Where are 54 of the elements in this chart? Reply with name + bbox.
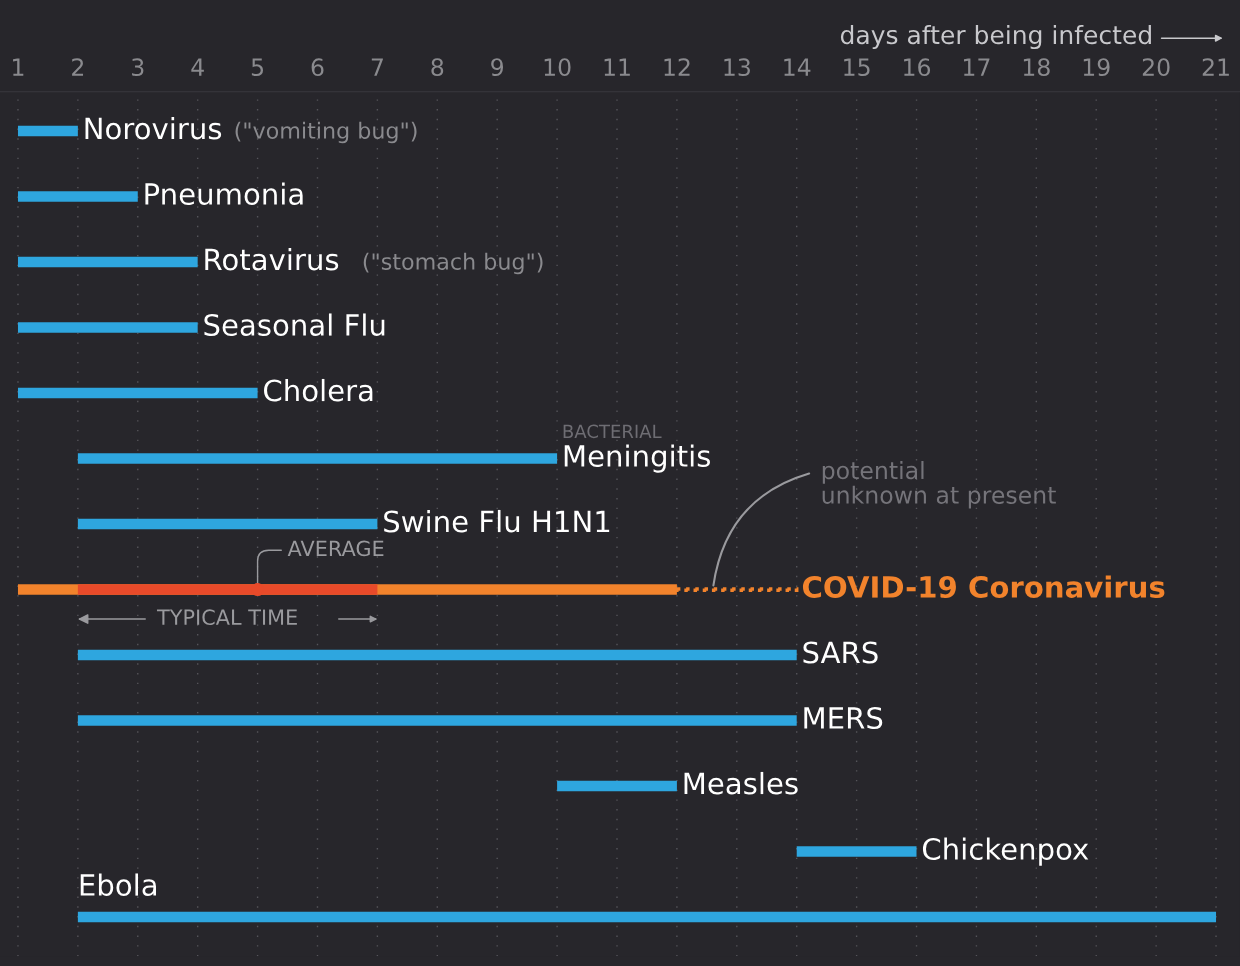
y-tick-label: Measles xyxy=(684,771,798,795)
x-tick-label: 3 xyxy=(132,58,144,77)
bar xyxy=(17,322,198,333)
x-tick-label: 17 xyxy=(964,58,990,76)
x-tick-label: 16 xyxy=(904,58,931,77)
x-tick-label: 7 xyxy=(371,58,383,76)
bar xyxy=(77,518,378,530)
x-tick-label: 14 xyxy=(784,58,811,76)
bar xyxy=(796,846,917,857)
y-tick-label: COVID-19 Coronavirus xyxy=(802,575,1165,599)
x-tick-label: 2 xyxy=(72,58,84,76)
x-tick-label: 6 xyxy=(311,58,324,77)
x-tick-label: 8 xyxy=(431,58,444,77)
bar xyxy=(17,125,78,137)
y-tick-label: MERS xyxy=(804,706,883,730)
y-tick-label: Cholera xyxy=(264,378,373,402)
bar xyxy=(77,911,1217,923)
y-tick-label: Ebola xyxy=(80,873,156,897)
x-tick-label: 11 xyxy=(604,58,630,76)
bar xyxy=(77,715,797,726)
x-tick-label: 10 xyxy=(544,58,571,77)
x-tick-label: 19 xyxy=(1083,58,1110,77)
bar xyxy=(77,649,797,661)
bar xyxy=(17,191,138,202)
annotation: ("stomach bug") xyxy=(363,252,543,275)
annotation: AVERAGE xyxy=(287,540,384,557)
x-tick-label: 20 xyxy=(1142,58,1170,77)
x-tick-label: 4 xyxy=(191,58,204,76)
y-tick-label: Seasonal Flu xyxy=(204,313,385,337)
bar xyxy=(17,256,198,268)
y-tick-label: Meningitis xyxy=(564,444,711,473)
y-tick-label: Chickenpox xyxy=(922,837,1089,866)
y-tick-label: SARS xyxy=(803,641,878,664)
y-tick-label: Swine Flu H1N1 xyxy=(384,509,610,533)
x-tick-label: 9 xyxy=(491,58,504,77)
bar xyxy=(17,387,258,399)
annotation: ("vomiting bug") xyxy=(235,121,417,144)
y-tick-label: Pneumonia xyxy=(145,182,303,206)
bar xyxy=(557,780,677,792)
x-tick-label: 21 xyxy=(1202,58,1229,76)
annotation: TYPICAL TIME xyxy=(156,609,297,626)
annotation: potential unknown at present xyxy=(822,461,1056,509)
bar xyxy=(77,453,558,464)
bar xyxy=(77,584,378,595)
y-tick-label: Norovirus xyxy=(85,116,222,140)
x-tick-label: 13 xyxy=(724,58,750,77)
annotation: BACTERIAL xyxy=(563,424,662,439)
x-tick-label: 15 xyxy=(844,58,870,77)
y-tick-label: Rotavirus xyxy=(205,247,339,271)
x-axis-title: days after being infected xyxy=(840,24,1151,50)
x-tick-label: 18 xyxy=(1023,58,1050,77)
x-tick-label: 5 xyxy=(251,58,264,77)
x-tick-label: 1 xyxy=(13,58,24,76)
x-tick-label: 12 xyxy=(664,58,690,76)
